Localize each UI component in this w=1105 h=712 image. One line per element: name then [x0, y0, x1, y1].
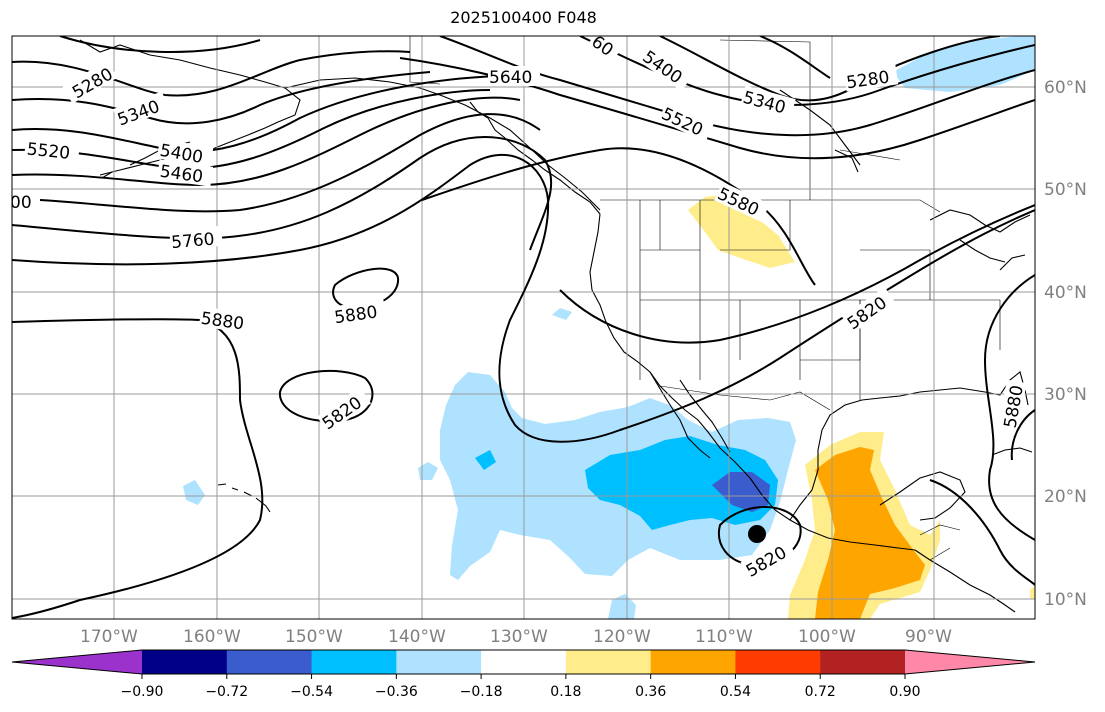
hawaii — [217, 483, 271, 513]
colorbar-segment — [735, 650, 821, 674]
colorbar-extend-max — [905, 650, 1035, 674]
colorbar-tick-label: 0.36 — [635, 684, 666, 700]
negative-anomaly-light-ca — [552, 308, 572, 320]
colorbar-segment — [481, 650, 567, 674]
us-west-coast — [589, 213, 916, 551]
latitude-labels: 60°N 50°N 40°N 30°N 20°N 10°N — [1044, 78, 1087, 610]
lat-label: 60°N — [1044, 78, 1087, 98]
contour-label: 5640 — [489, 68, 532, 88]
colorbar-extend-min — [12, 650, 142, 674]
yucatan — [879, 471, 966, 521]
contour-label: 5520 — [26, 139, 71, 163]
anomaly-shading — [183, 36, 1035, 619]
colorbar-segment — [142, 650, 228, 674]
negative-anomaly-light-south — [608, 594, 636, 619]
lon-label: 150°W — [285, 627, 343, 647]
lon-label: 170°W — [80, 627, 138, 647]
negative-anomaly-medium — [585, 436, 778, 530]
colorbar-tick-label: −0.54 — [290, 684, 333, 700]
great-lakes — [929, 209, 1031, 271]
positive-anomaly-light-rockies — [688, 194, 795, 268]
colorbar-tick-label: 0.18 — [550, 684, 581, 700]
negative-anomaly-light-hawaii — [183, 480, 205, 505]
negative-anomaly-light-island — [418, 462, 438, 480]
contour-label: 5760 — [170, 229, 215, 253]
longitude-labels: 170°W 160°W 150°W 140°W 130°W 120°W 110°… — [80, 627, 952, 647]
colorbar-tick-label: 0.54 — [720, 684, 751, 700]
map-title: 2025100400 F048 — [450, 8, 597, 27]
lon-label: 140°W — [388, 627, 446, 647]
lon-label: 160°W — [183, 627, 241, 647]
colorbar-tick-label: −0.18 — [460, 684, 503, 700]
lon-label: 130°W — [490, 627, 548, 647]
map-area: 5280 5340 5400 5460 5520 5640 5760 5880 … — [10, 36, 1035, 619]
colorbar-segment — [650, 650, 736, 674]
colorbar-segment — [396, 650, 482, 674]
lat-label: 40°N — [1044, 283, 1087, 303]
lat-label: 20°N — [1044, 487, 1087, 507]
contour-label: 00 — [10, 193, 32, 213]
colorbar-segment — [565, 650, 652, 674]
lat-label: 30°N — [1044, 385, 1087, 405]
lat-label: 10°N — [1044, 590, 1087, 610]
contour-label-group: 5280 5340 5400 5460 5520 5640 5760 5880 … — [10, 36, 1028, 582]
colorbar-segment — [820, 650, 906, 674]
colorbar: −0.90 −0.72 −0.54 −0.36 −0.18 0.18 0.36 0.54 0.7… — [11, 649, 1036, 700]
colorbar-tick-label: −0.36 — [375, 684, 418, 700]
graticule — [12, 36, 1035, 619]
positive-anomaly-medium-mexico — [815, 447, 925, 619]
colorbar-tick-label: 0.72 — [805, 684, 836, 700]
negative-anomaly-dark — [712, 472, 770, 512]
lat-label: 50°N — [1044, 180, 1087, 200]
lon-label: 120°W — [593, 627, 651, 647]
lon-label: 90°W — [905, 627, 952, 647]
map-frame — [11, 35, 1036, 620]
lon-label: 110°W — [695, 627, 753, 647]
colorbar-tick-label: −0.72 — [205, 684, 248, 700]
colorbar-tick-label: −0.90 — [121, 684, 164, 700]
colorbar-segment — [226, 650, 313, 674]
baja — [649, 371, 711, 459]
colorbar-segment — [311, 650, 397, 674]
bc-islands — [469, 101, 601, 215]
colorbar-tick-label: 0.90 — [889, 684, 920, 700]
negative-anomaly-medium-west — [475, 450, 496, 470]
low-center-marker — [748, 525, 766, 543]
gulf-of-california — [679, 379, 731, 453]
positive-anomaly-light-east — [1030, 586, 1035, 600]
lon-label: 100°W — [798, 627, 856, 647]
